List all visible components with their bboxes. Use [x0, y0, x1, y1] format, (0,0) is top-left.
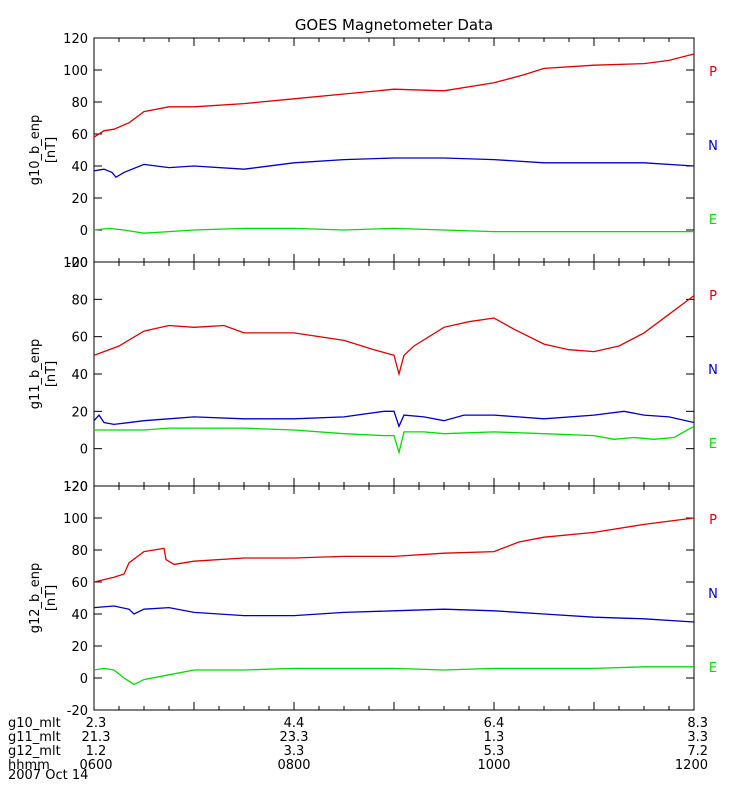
footer-row-value: 1.3 — [484, 730, 505, 745]
y-tick-label: 40 — [71, 160, 88, 175]
footer-row-value: 1.2 — [86, 744, 107, 759]
y-tick-label: 20 — [71, 192, 88, 207]
series-line-n — [94, 157, 694, 179]
y-tick-label: 20 — [71, 405, 88, 420]
legend-entry-p: P — [709, 513, 717, 528]
legend-entry-n: N — [708, 139, 718, 154]
y-tick-label: 100 — [63, 512, 88, 527]
panel-frame — [93, 485, 695, 711]
footer-row-value: 6.4 — [484, 716, 505, 731]
y-tick-label: 60 — [71, 331, 88, 346]
legend-entry-e: E — [709, 437, 717, 452]
legend-entry-n: N — [708, 363, 718, 378]
footer-row-label: g10_mlt — [8, 716, 61, 731]
footer-row-label: g12_mlt — [8, 744, 61, 759]
panel-1: -20 0 20 40 60 80 100 120 g10_b_enp [nT] P N E — [28, 32, 718, 271]
panel-frame — [93, 261, 695, 487]
y-axis-units: [nT] — [44, 585, 59, 611]
y-axis-units: [nT] — [44, 137, 59, 163]
series-line-e — [94, 666, 694, 686]
y-tick-label: 20 — [71, 640, 88, 655]
y-tick-label: 0 — [80, 224, 88, 239]
y-axis-label: g11_b_enp — [28, 339, 43, 410]
y-axis-label: g10_b_enp — [28, 115, 43, 186]
series-line-n — [94, 605, 694, 623]
series-line-p — [94, 517, 694, 583]
legend-entry-n: N — [708, 587, 718, 602]
footer-row-value: 8.3 — [687, 716, 708, 731]
footer-row-value: 0800 — [277, 758, 310, 773]
series-line-e — [94, 425, 694, 455]
footer-row-value: 1200 — [675, 758, 708, 773]
y-tick-label: -20 — [67, 704, 88, 719]
y-tick-label: 120 — [63, 480, 88, 495]
legend-entry-e: E — [709, 213, 717, 228]
y-tick-label: -20 — [67, 480, 88, 495]
footer-row-value: 3.3 — [284, 744, 305, 759]
footer-row-value: 4.4 — [284, 716, 305, 731]
y-tick-label: 80 — [71, 96, 88, 111]
x-info-footer: g10_mlt 2.3 4.4 6.4 8.3 g11_mlt 21.3 23.3 1.3 3.3… — [8, 716, 708, 773]
footer-row-label: g11_mlt — [8, 730, 61, 745]
footer-row-value: 2.3 — [86, 716, 107, 731]
footer-row-value: 21.3 — [82, 730, 111, 745]
y-tick-label: 0 — [80, 672, 88, 687]
footer-row-value: 0600 — [79, 758, 112, 773]
legend-entry-p: P — [709, 65, 717, 80]
y-tick-label: 100 — [63, 64, 88, 79]
footer-row-label: hhmm — [8, 758, 50, 773]
y-tick-label: 0 — [80, 443, 88, 458]
series-line-e — [94, 227, 694, 234]
y-tick-label: 80 — [71, 544, 88, 559]
y-axis-units: [nT] — [44, 361, 59, 387]
y-tick-label: 100 — [63, 256, 88, 271]
chart-title: GOES Magnetometer Data — [295, 16, 493, 34]
footer-row-value: 1000 — [477, 758, 510, 773]
footer-row-value: 5.3 — [484, 744, 505, 759]
y-tick-label: 60 — [71, 128, 88, 143]
series-line-n — [94, 410, 694, 429]
panel-3: -20 0 20 40 60 80 100 120 g12_b_enp [nT] P N E — [28, 480, 718, 719]
series-line-p — [94, 295, 694, 377]
y-tick-label: 60 — [71, 576, 88, 591]
footer-row-value: 7.2 — [687, 744, 708, 759]
legend-entry-p: P — [709, 289, 717, 304]
y-tick-label: -20 — [67, 256, 88, 271]
date-label: 2007 Oct 14 — [8, 768, 88, 783]
footer-row-value: 23.3 — [280, 730, 309, 745]
legend-entry-e: E — [709, 661, 717, 676]
y-tick-label: 40 — [71, 608, 88, 623]
footer-row-value: 3.3 — [687, 730, 708, 745]
y-tick-label: 120 — [63, 32, 88, 47]
panel-2: -20 0 20 40 60 80 100 g11_b_enp [nT] P N E — [28, 256, 718, 495]
y-tick-label: 40 — [71, 368, 88, 383]
y-tick-label: 80 — [71, 293, 88, 308]
series-line-p — [94, 53, 694, 138]
y-axis-label: g12_b_enp — [28, 563, 43, 634]
